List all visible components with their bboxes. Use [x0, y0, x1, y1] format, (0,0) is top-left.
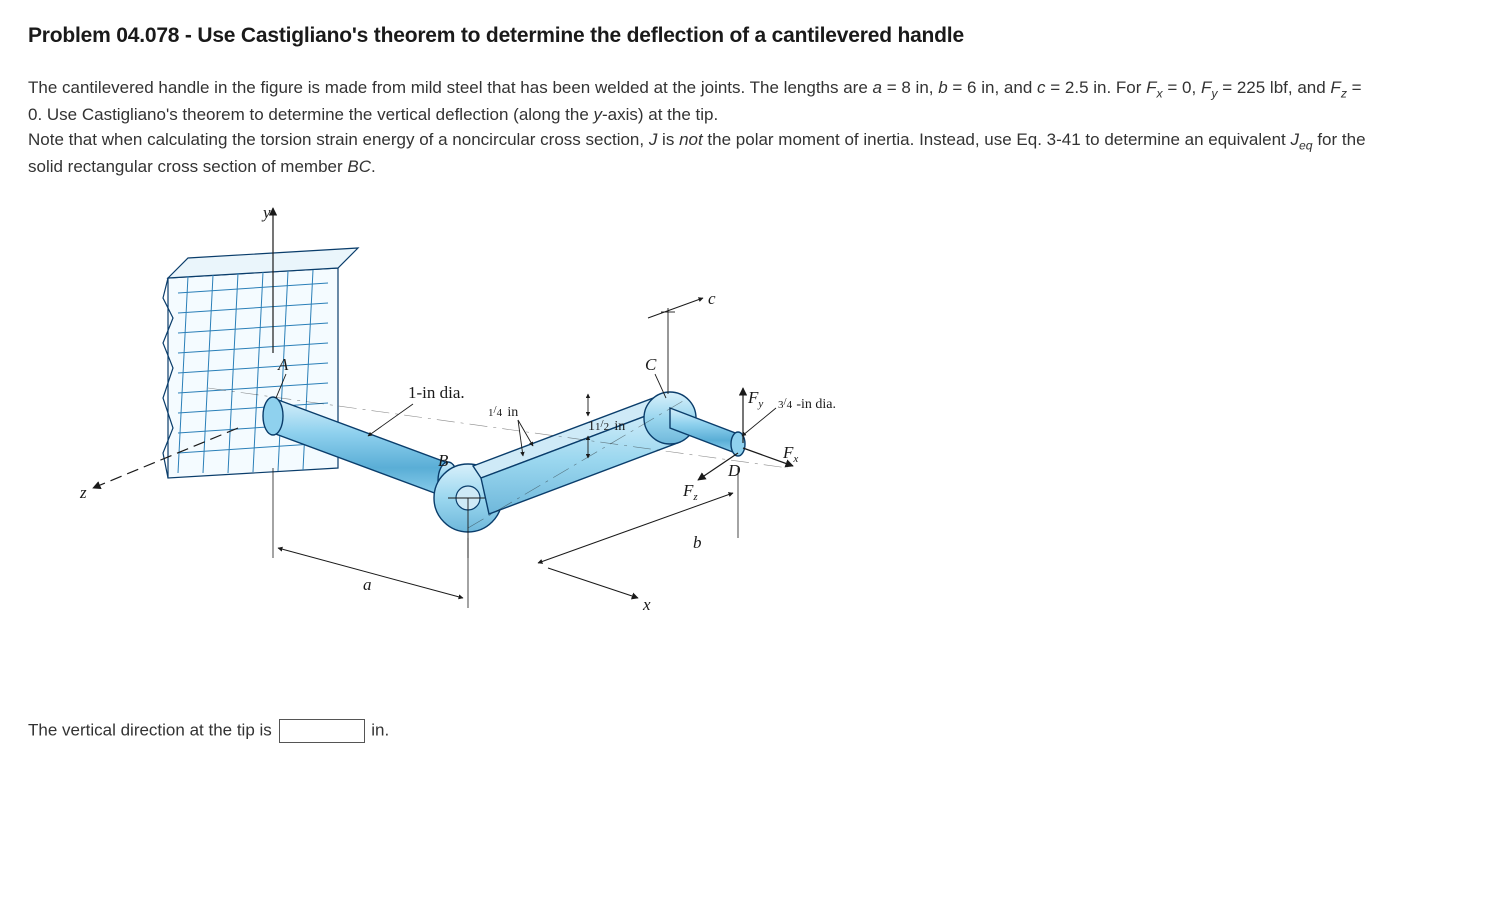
handle-figure: y z A 1-in dia. B 1/4 in [68, 198, 908, 678]
problem-text-2: Note that when calculating the torsion s… [28, 128, 1368, 180]
label-b: b [693, 533, 702, 552]
label-z: z [79, 483, 87, 502]
svg-text:3/4 -in dia.: 3/4 -in dia. [778, 396, 836, 412]
label-x: x [642, 595, 651, 614]
svg-text:Fz: Fz [682, 481, 698, 503]
svg-text:Fx: Fx [782, 443, 798, 465]
svg-text:1/4 in: 1/4 in [488, 404, 518, 420]
answer-input[interactable] [279, 719, 365, 743]
dim-c: c [648, 289, 716, 394]
label-C-joint: C [645, 355, 657, 374]
member-cd [670, 408, 745, 456]
label-B: B [438, 451, 449, 470]
label-D: D [727, 461, 741, 480]
answer-prefix: The vertical direction at the tip is [28, 720, 272, 739]
label-c: c [708, 289, 716, 308]
answer-row: The vertical direction at the tip is in. [28, 719, 1476, 743]
label-a: a [363, 575, 372, 594]
label-A: A [277, 355, 289, 374]
x-axis [548, 568, 638, 598]
problem-title: Problem 04.078 - Use Castigliano's theor… [28, 24, 1476, 48]
svg-text:Fy: Fy [747, 388, 763, 410]
label-y: y [261, 203, 271, 222]
label-1in-dia: 1-in dia. [408, 383, 465, 402]
answer-unit: in. [371, 720, 389, 739]
svg-text:11/2 in: 11/2 in [588, 418, 625, 434]
figure-container: y z A 1-in dia. B 1/4 in [68, 198, 1476, 683]
problem-text-1: The cantilevered handle in the figure is… [28, 76, 1368, 128]
